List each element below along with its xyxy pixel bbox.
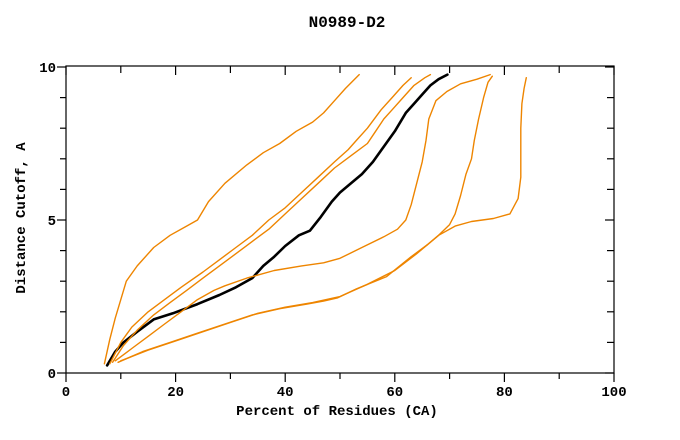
y-ticks [57,66,66,374]
chart-title: N0989-D2 [309,14,386,32]
x-axis-label: Percent of Residues (CA) [236,404,438,420]
x-tick-label-20: 20 [167,385,184,401]
black-main-curve [105,73,449,367]
y-tick-label-5: 5 [48,214,56,230]
y-tick-label-10: 10 [39,61,56,77]
orange-curve-3 [111,73,432,363]
x-ticks [65,373,615,382]
x-tick-label-0: 0 [62,385,70,401]
top-ticks [65,66,615,75]
orange-curve-6 [120,76,527,362]
x-tick-label-80: 80 [496,385,513,401]
y-tick-label-0: 0 [48,367,56,383]
orange-curve-1 [103,73,360,365]
x-tick-label-40: 40 [277,385,294,401]
x-tick-labels: 0 20 40 60 80 100 [62,385,627,401]
x-tick-label-100: 100 [601,385,626,401]
plot-frame [65,65,615,374]
right-ticks [605,66,614,374]
orange-curve-4 [114,73,491,362]
orange-curve-5 [117,75,493,363]
x-tick-label-60: 60 [386,385,403,401]
series-lines [103,73,527,367]
orange-curve-2 [109,76,412,365]
y-tick-labels: 0 5 10 [39,61,56,383]
y-axis-label: Distance Cutoff, A [14,142,30,294]
